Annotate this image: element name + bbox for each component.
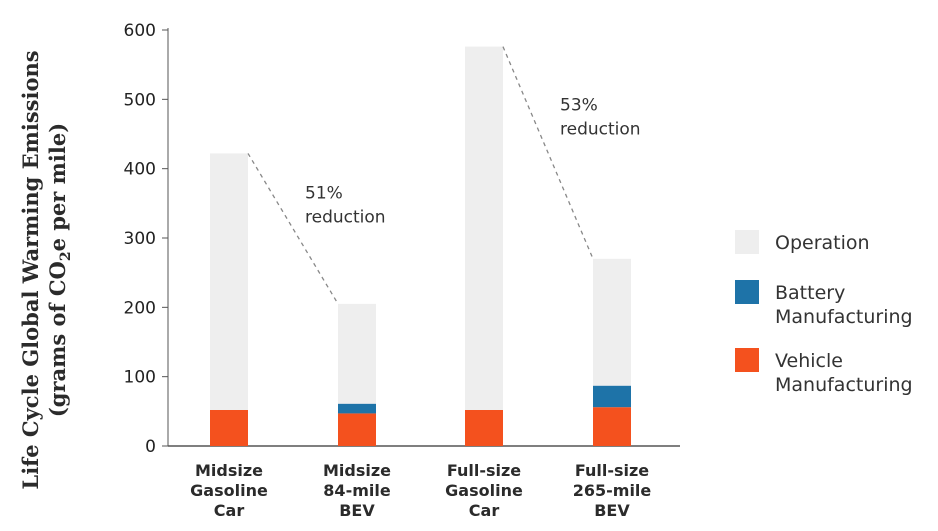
reduction-annotation-line: 51% <box>305 184 343 204</box>
bar-segment-vehicle-manufacturing <box>465 409 503 446</box>
bar-segment-vehicle-manufacturing <box>593 407 631 446</box>
legend-label: Operation <box>775 232 870 254</box>
y-tick-label: 500 <box>124 90 156 110</box>
reduction-annotation-line: reduction <box>305 208 386 228</box>
legend-label-line: Vehicle <box>775 350 843 372</box>
y-axis-title: Life Cycle Global Warming Emissions(gram… <box>18 50 74 489</box>
category-label-line: BEV <box>594 501 630 520</box>
legend-label: Vehicle Manufacturing <box>775 350 913 396</box>
bar-segment-operation <box>210 153 248 410</box>
category-label-line: 265-mile <box>573 481 652 500</box>
y-axis-title-line2: (grams of CO <box>45 261 70 417</box>
y-axis-title-suffix: e per mile) <box>45 123 70 252</box>
legend-label-line: Operation <box>775 232 870 254</box>
category-label-line: Full-size <box>575 461 649 480</box>
legend-label-line: Battery <box>775 282 845 304</box>
y-tick-label: 0 <box>145 437 156 457</box>
reduction-connector <box>247 153 339 305</box>
y-tick-label: 200 <box>124 298 156 318</box>
bar-segment-operation <box>465 46 503 410</box>
category-label-line: Midsize <box>323 461 391 480</box>
reduction-connector <box>502 46 594 260</box>
bar-segment-operation <box>593 258 631 386</box>
category-label-line: Midsize <box>195 461 263 480</box>
legend-label-line: Manufacturing <box>775 306 913 328</box>
category-label: Midsize Gasoline Car <box>190 461 268 520</box>
category-label: Full-size Gasoline Car <box>445 461 523 520</box>
category-label-line: BEV <box>339 501 375 520</box>
legend-label: Battery Manufacturing <box>775 282 913 328</box>
bar-segment-battery-manufacturing <box>338 403 376 414</box>
category-label-line: Gasoline <box>445 481 523 500</box>
legend-swatch-battery-manufacturing <box>735 280 759 304</box>
legend-swatch-operation <box>735 230 759 254</box>
y-axis-title-subscript: 2 <box>58 251 74 261</box>
bar-segment-vehicle-manufacturing <box>338 413 376 446</box>
y-tick-label: 100 <box>124 368 156 388</box>
category-label-line: Full-size <box>447 461 521 480</box>
reduction-annotation-line: 53% <box>560 95 598 115</box>
category-label-line: Car <box>469 501 500 520</box>
bar-segment-battery-manufacturing <box>593 385 631 408</box>
bar-segment-operation <box>338 303 376 404</box>
y-axis-title-line1: Life Cycle Global Warming Emissions <box>18 50 43 489</box>
bar-segment-vehicle-manufacturing <box>210 409 248 446</box>
category-label-line: Car <box>214 501 245 520</box>
reduction-annotation: 51% reduction <box>305 184 386 228</box>
reduction-annotation: 53% reduction <box>560 95 641 139</box>
legend-swatch-vehicle-manufacturing <box>735 348 759 372</box>
category-label: Midsize 84-mile BEV <box>323 461 391 520</box>
y-tick-label: 400 <box>124 160 156 180</box>
y-tick-label: 600 <box>124 21 156 41</box>
category-label-line: Gasoline <box>190 481 268 500</box>
category-label: Full-size 265-mile BEV <box>573 461 652 520</box>
category-label-line: 84-mile <box>323 481 391 500</box>
legend-label-line: Manufacturing <box>775 374 913 396</box>
y-tick-label: 300 <box>124 229 156 249</box>
reduction-annotation-line: reduction <box>560 119 641 139</box>
